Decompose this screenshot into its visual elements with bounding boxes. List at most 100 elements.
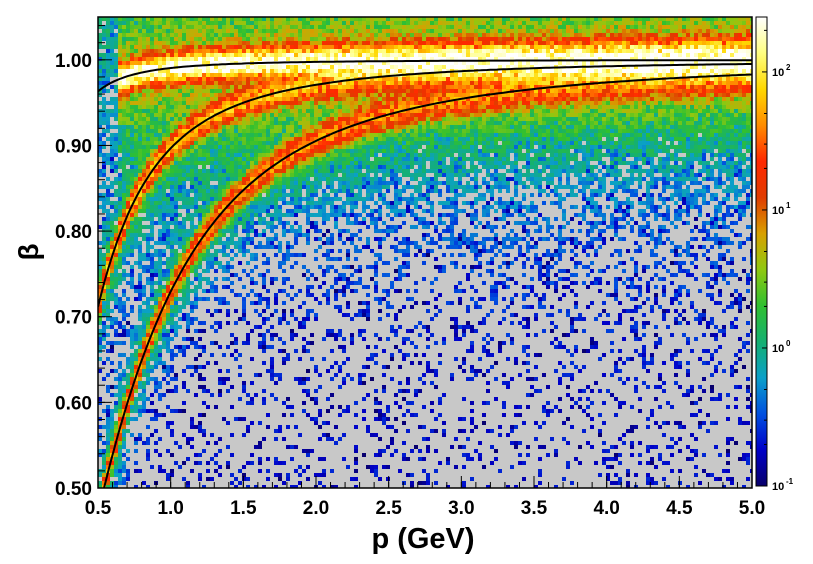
density-cell [266, 133, 270, 137]
density-cell [126, 169, 130, 173]
density-cell [158, 217, 162, 221]
density-cell [306, 109, 310, 113]
density-cell [354, 89, 358, 93]
density-cell [242, 97, 246, 101]
density-cell [210, 229, 214, 233]
density-cell [258, 49, 262, 53]
density-cell [334, 97, 338, 101]
density-cell [106, 305, 110, 309]
density-cell [282, 53, 286, 57]
density-cell [286, 181, 290, 185]
density-cell [158, 57, 162, 61]
density-cell [194, 157, 198, 161]
density-cell [198, 157, 202, 161]
density-cell [162, 241, 166, 245]
density-cell [350, 197, 354, 201]
density-cell [326, 269, 330, 273]
density-cell [222, 85, 226, 89]
density-cell [258, 161, 262, 165]
density-cell [138, 21, 142, 25]
density-cell [314, 137, 318, 141]
density-cell [214, 33, 218, 37]
density-cell [314, 169, 318, 173]
density-cell [130, 189, 134, 193]
density-cell [254, 149, 258, 153]
density-cell [258, 325, 262, 329]
density-cell [126, 477, 130, 481]
density-cell [250, 185, 254, 189]
density-cell [222, 353, 226, 357]
density-cell [246, 121, 250, 125]
density-cell [230, 77, 234, 81]
density-cell [198, 125, 202, 129]
density-cell [286, 121, 290, 125]
density-cell [270, 105, 274, 109]
density-cell [230, 181, 234, 185]
density-cell [294, 177, 298, 181]
density-cell [150, 217, 154, 221]
density-cell [162, 205, 166, 209]
density-cell [194, 117, 198, 121]
density-cell [166, 113, 170, 117]
density-cell [282, 401, 286, 405]
density-cell [146, 113, 150, 117]
density-cell [214, 45, 218, 49]
density-cell [178, 197, 182, 201]
density-cell [166, 229, 170, 233]
density-cell [118, 421, 122, 425]
density-cell [162, 157, 166, 161]
density-cell [158, 109, 162, 113]
density-cell [346, 197, 350, 201]
density-cell [266, 69, 270, 73]
density-cell [350, 377, 354, 381]
density-cell [282, 173, 286, 177]
density-cell [130, 89, 134, 93]
density-cell [298, 97, 302, 101]
density-cell [158, 201, 162, 205]
density-cell [110, 345, 114, 349]
density-cell [278, 145, 282, 149]
density-cell [258, 421, 262, 425]
density-cell [278, 157, 282, 161]
density-cell [202, 377, 206, 381]
density-cell [118, 341, 122, 345]
density-cell [194, 297, 198, 301]
density-cell [254, 181, 258, 185]
density-cell [170, 233, 174, 237]
density-cell [210, 105, 214, 109]
density-cell [210, 209, 214, 213]
density-cell [278, 241, 282, 245]
density-cell [270, 365, 274, 369]
density-cell [286, 277, 290, 281]
density-cell [238, 113, 242, 117]
density-cell [186, 253, 190, 257]
density-cell [318, 105, 322, 109]
density-cell [194, 173, 198, 177]
density-cell [214, 229, 218, 233]
density-cell [198, 249, 202, 253]
density-cell [254, 301, 258, 305]
density-cell [102, 201, 106, 205]
density-cell [350, 185, 354, 189]
density-cell [242, 49, 246, 53]
density-cell [290, 29, 294, 33]
density-cell [150, 189, 154, 193]
density-cell [162, 269, 166, 273]
density-cell [210, 129, 214, 133]
density-cell [166, 101, 170, 105]
density-cell [302, 337, 306, 341]
density-cell [106, 273, 110, 277]
density-cell [222, 89, 226, 93]
density-cell [286, 81, 290, 85]
density-cell [122, 57, 126, 61]
density-cell [154, 57, 158, 61]
density-cell [354, 133, 358, 137]
density-cell [150, 65, 154, 69]
density-cell [106, 245, 110, 249]
density-cell [326, 101, 330, 105]
density-cell [246, 209, 250, 213]
density-cell [170, 221, 174, 225]
density-cell [262, 85, 266, 89]
density-cell [158, 329, 162, 333]
density-cell [258, 181, 262, 185]
